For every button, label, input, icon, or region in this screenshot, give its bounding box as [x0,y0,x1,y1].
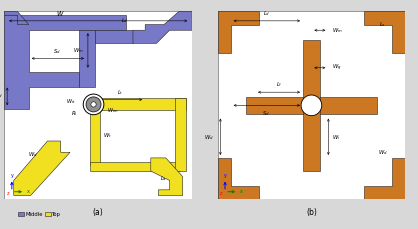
Text: $L_f$: $L_f$ [276,80,283,89]
Polygon shape [364,11,405,53]
Text: $L_d$: $L_d$ [263,9,270,18]
Bar [90,110,100,165]
Polygon shape [14,141,70,196]
Legend: Middle, Top: Middle, Top [16,210,63,219]
Polygon shape [4,11,29,25]
Text: y: y [10,173,13,178]
Text: $W_d$: $W_d$ [28,150,37,159]
Text: $S_d$: $S_d$ [53,47,61,56]
Polygon shape [133,11,192,43]
Text: z: z [220,191,223,196]
Bar [303,40,320,171]
Text: $W_m$: $W_m$ [72,46,83,55]
Text: $L_o$: $L_o$ [379,20,386,29]
Bar [87,98,186,110]
Polygon shape [364,158,405,199]
Text: $W_g$: $W_g$ [332,63,342,73]
Circle shape [86,97,101,112]
Text: $W_{rt}$: $W_{rt}$ [66,97,76,106]
Circle shape [83,94,104,115]
Text: $S_d$: $S_d$ [263,109,270,118]
Polygon shape [217,11,259,53]
Text: y: y [224,173,227,178]
Bar [95,30,133,43]
Text: z: z [7,191,10,196]
Text: $L_a$: $L_a$ [161,174,168,183]
Text: x: x [27,189,30,194]
Text: $L_t$: $L_t$ [117,88,124,97]
Polygon shape [151,158,183,196]
Text: $W$: $W$ [56,9,65,18]
Text: $W_d$: $W_d$ [204,133,214,142]
Polygon shape [217,158,259,199]
Text: $W_d$: $W_d$ [378,148,387,157]
Text: (b): (b) [306,208,317,217]
Circle shape [301,95,322,116]
Circle shape [91,102,96,107]
Text: $W_t$: $W_t$ [103,131,112,140]
Text: $W_m$: $W_m$ [332,26,343,35]
Bar [79,30,95,87]
Text: $W_i$: $W_i$ [332,133,340,142]
Text: (a): (a) [93,208,104,217]
Bar [246,97,377,114]
Text: $R_l$: $R_l$ [71,109,78,118]
Bar [175,98,186,171]
Polygon shape [4,15,126,109]
Bar [90,162,180,171]
Text: $L_d$: $L_d$ [121,16,128,25]
Text: x: x [240,189,243,194]
Text: $W_{rm}$: $W_{rm}$ [107,106,119,115]
Text: $W_d$: $W_d$ [0,92,3,100]
